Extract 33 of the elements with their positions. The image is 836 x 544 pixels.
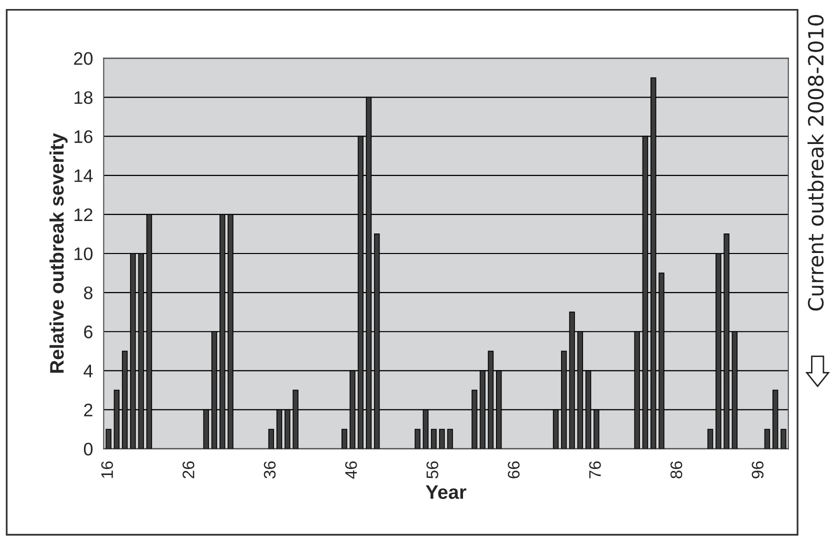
y-tick-label: 10 xyxy=(74,247,93,260)
x-tick-label: 96 xyxy=(752,461,764,478)
y-tick-label: 12 xyxy=(74,208,92,221)
y-tick-label: 14 xyxy=(74,170,93,182)
y-tick-label: 16 xyxy=(74,130,92,144)
x-tick-label: 36 xyxy=(264,461,276,479)
bar xyxy=(439,428,445,449)
x-tick-label: 46 xyxy=(345,461,357,479)
y-tick-label: 0 xyxy=(84,442,93,456)
bar xyxy=(780,428,786,449)
bar xyxy=(707,428,714,449)
y-tick-label: 8 xyxy=(84,286,92,300)
bar xyxy=(106,428,112,449)
y-tick-label: 20 xyxy=(74,52,93,65)
bar xyxy=(764,428,770,449)
bar xyxy=(342,428,348,449)
y-tick-label: 4 xyxy=(84,364,93,378)
bar xyxy=(430,428,437,449)
y-tick-label: 18 xyxy=(74,91,92,104)
x-tick-label: 26 xyxy=(182,461,194,478)
x-tick-label: 76 xyxy=(589,461,601,478)
x-axis-title: Year xyxy=(426,485,466,499)
bar xyxy=(268,428,274,449)
y-axis-title: Relative outbreak severity xyxy=(49,133,68,373)
bar xyxy=(447,428,453,449)
text: Current outbreak 2008-2010 xyxy=(808,14,824,311)
x-tick-label: 86 xyxy=(670,461,682,478)
x-tick-label: 56 xyxy=(426,461,438,478)
y-tick-label: 2 xyxy=(84,404,92,416)
x-tick-label: 66 xyxy=(508,461,520,478)
y-tick-label: 6 xyxy=(84,326,92,338)
x-tick-label: 16 xyxy=(101,461,114,478)
bar xyxy=(414,428,420,449)
